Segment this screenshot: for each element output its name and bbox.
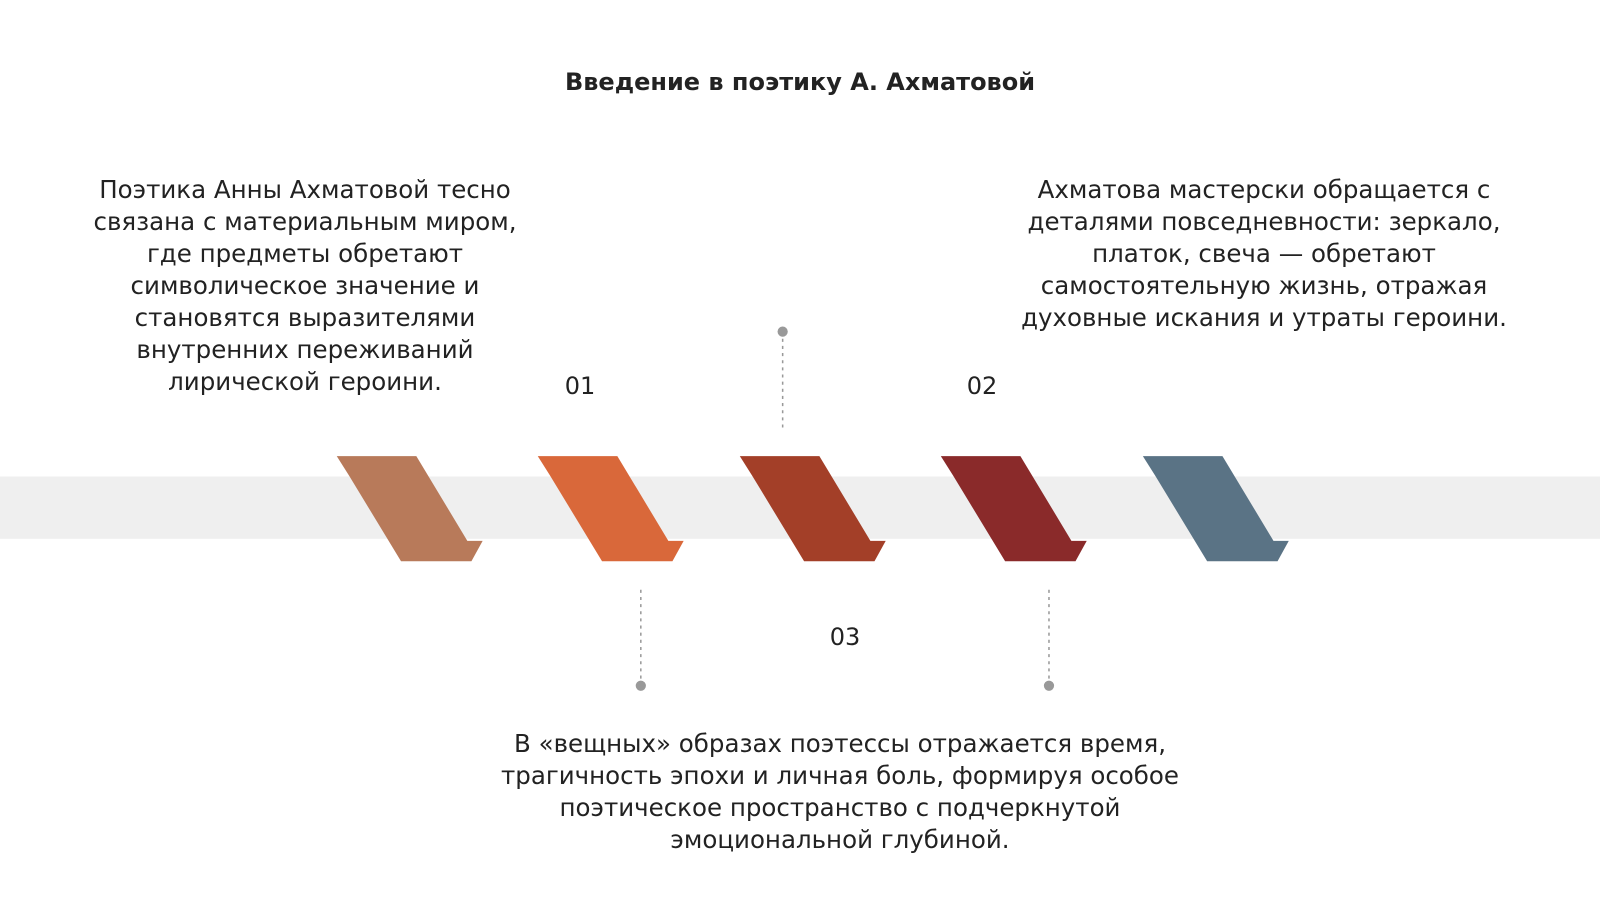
step-number: 02 [966,372,998,400]
chevrons [336,456,1289,562]
step-text: В «вещных» образах поэтессы отражается в… [501,729,1179,854]
chevron [336,456,483,562]
title: Введение в поэтику А. Ахматовой [564,68,1036,96]
step-text: Ахматова мастерски обращается с деталями… [1021,175,1507,332]
chevron [739,456,886,562]
connector-dot [1043,680,1055,691]
chevron [1142,456,1289,562]
connector-dot [777,326,788,337]
step-text: Поэтика Анны Ахматовой тесно связана с м… [93,175,517,396]
step-number: 03 [829,623,861,651]
connectors [640,331,1050,686]
chevron [537,456,684,562]
connector-dot [635,680,646,691]
step-number: 01 [564,372,596,400]
chevron [940,456,1087,562]
